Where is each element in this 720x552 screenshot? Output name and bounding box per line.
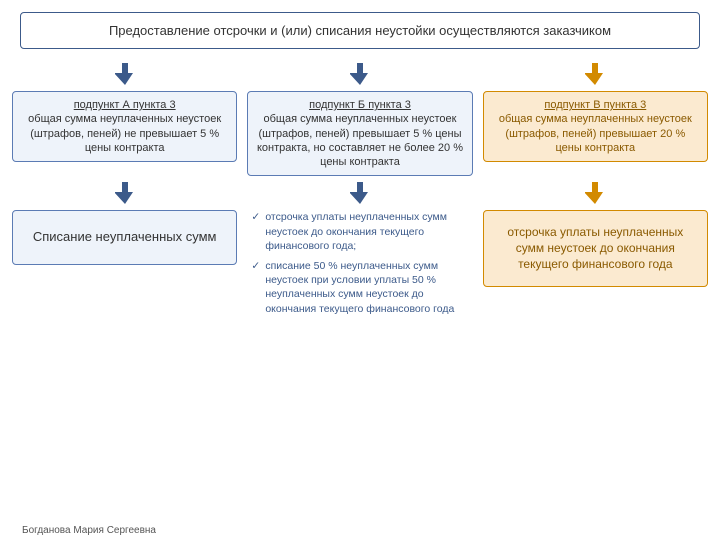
check-icon: ✓ <box>251 259 265 316</box>
box-a1: подпункт А пункта 3 общая сумма неуплаче… <box>12 91 237 162</box>
box-c2-body: отсрочка уплаты неуплаченных сумм неусто… <box>507 225 683 270</box>
arrow-icon <box>350 63 370 85</box>
box-b2-bullets: ✓ отсрочка уплаты неуплаченных сумм неус… <box>247 210 472 321</box>
bullet-text: списание 50 % неуплаченных сумм неустоек… <box>265 259 468 316</box>
mid-arrow-row <box>12 176 708 210</box>
arrow-icon <box>585 182 605 204</box>
arrow-icon <box>115 63 135 85</box>
row-1: подпункт А пункта 3 общая сумма неуплаче… <box>12 91 708 176</box>
box-c1-title: подпункт В пункта 3 <box>544 99 646 111</box>
list-item: ✓ списание 50 % неуплаченных сумм неусто… <box>247 259 472 316</box>
arrow-icon <box>585 63 605 85</box>
box-c2: отсрочка уплаты неуплаченных сумм неусто… <box>483 210 708 287</box>
row-2: Списание неуплаченных сумм ✓ отсрочка уп… <box>12 210 708 321</box>
box-b1: подпункт Б пункта 3 общая сумма неуплаче… <box>247 91 472 176</box>
box-a2-body: Списание неуплаченных сумм <box>33 229 217 244</box>
box-a1-title: подпункт А пункта 3 <box>74 99 176 111</box>
box-a1-body: общая сумма неуплаченных неустоек (штраф… <box>28 113 221 154</box>
box-a2: Списание неуплаченных сумм <box>12 210 237 265</box>
box-c1: подпункт В пункта 3 общая сумма неуплаче… <box>483 91 708 162</box>
bullet-text: отсрочка уплаты неуплаченных сумм неусто… <box>265 210 468 253</box>
arrow-icon <box>350 182 370 204</box>
header-box: Предоставление отсрочки и (или) списания… <box>20 12 700 49</box>
list-item: ✓ отсрочка уплаты неуплаченных сумм неус… <box>247 210 472 253</box>
box-b1-body: общая сумма неуплаченных неустоек (штраф… <box>257 113 463 168</box>
check-icon: ✓ <box>251 210 265 253</box>
box-c1-body: общая сумма неуплаченных неустоек (штраф… <box>499 113 692 154</box>
arrow-icon <box>115 182 135 204</box>
header-arrow-row <box>12 57 708 91</box>
box-b1-title: подпункт Б пункта 3 <box>309 99 411 111</box>
footer-author: Богданова Мария Сергеевна <box>22 525 156 536</box>
